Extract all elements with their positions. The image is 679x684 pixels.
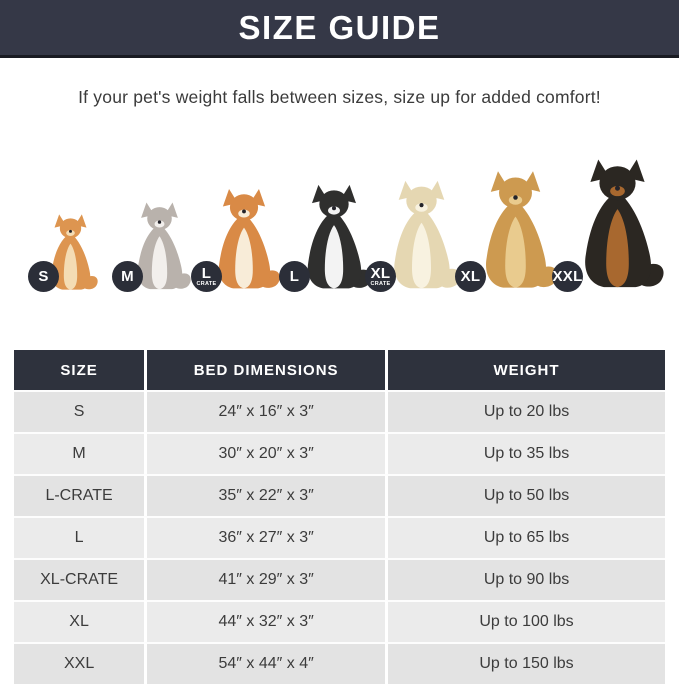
weight-cell: Up to 65 lbs — [385, 516, 665, 558]
table-header-row: SIZE BED DIMENSIONS WEIGHT — [14, 350, 665, 390]
size-cell: XL — [14, 600, 145, 642]
table-row: XXL 54″ x 44″ x 4″ Up to 150 lbs — [14, 642, 665, 684]
size-guide-header: SIZE GUIDE — [0, 0, 679, 58]
dog-french-bulldog: M — [112, 201, 198, 293]
badge-label: XL — [460, 268, 481, 285]
subtitle-row: If your pet's weight falls between sizes… — [0, 58, 679, 108]
dog-labrador: XL CRATE — [365, 179, 469, 293]
dimensions-cell: 44″ x 32″ x 3″ — [144, 600, 386, 642]
badge-sublabel: CRATE — [196, 280, 217, 287]
size-cell: XXL — [14, 642, 145, 684]
badge-label: M — [121, 268, 134, 285]
column-header-size: SIZE — [14, 350, 145, 390]
weight-cell: Up to 50 lbs — [385, 474, 665, 516]
weight-cell: Up to 100 lbs — [385, 600, 665, 642]
size-cell: M — [14, 432, 145, 474]
dimensions-cell: 24″ x 16″ x 3″ — [144, 390, 386, 432]
badge-label: XXL — [552, 268, 583, 285]
sizing-advice-text: If your pet's weight falls between sizes… — [78, 87, 601, 107]
table-row: L 36″ x 27″ x 3″ Up to 65 lbs — [14, 516, 665, 558]
dimensions-cell: 30″ x 20″ x 3″ — [144, 432, 386, 474]
size-badge-l: L — [279, 261, 310, 292]
dog-shiba-inu: L CRATE — [191, 187, 288, 293]
badge-label: S — [38, 268, 49, 285]
badge-sublabel: CRATE — [370, 280, 391, 287]
dog-border-collie: L — [279, 183, 380, 293]
weight-cell: Up to 35 lbs — [385, 432, 665, 474]
table-row: XL 44″ x 32″ x 3″ Up to 100 lbs — [14, 600, 665, 642]
dog-golden-retriever: XL — [455, 169, 567, 293]
table-row: S 24″ x 16″ x 3″ Up to 20 lbs — [14, 390, 665, 432]
weight-cell: Up to 150 lbs — [385, 642, 665, 684]
size-cell: XL-CRATE — [14, 558, 145, 600]
dog-doberman: XXL — [552, 157, 674, 293]
dimensions-cell: 54″ x 44″ x 4″ — [144, 642, 386, 684]
weight-cell: Up to 90 lbs — [385, 558, 665, 600]
table-row: L-CRATE 35″ x 22″ x 3″ Up to 50 lbs — [14, 474, 665, 516]
badge-label: XL — [370, 264, 391, 282]
dimensions-cell: 36″ x 27″ x 3″ — [144, 516, 386, 558]
badge-label: L — [289, 268, 300, 285]
size-badge-xxl: XXL — [552, 261, 583, 292]
weight-cell: Up to 20 lbs — [385, 390, 665, 432]
dog-size-lineup: S M L CRATE L XL CRATE XL — [0, 136, 679, 308]
page-title: SIZE GUIDE — [238, 8, 441, 46]
size-cell: L — [14, 516, 145, 558]
dimensions-cell: 41″ x 29″ x 3″ — [144, 558, 386, 600]
size-badge-l-crate: L CRATE — [191, 261, 222, 292]
column-header-weight: WEIGHT — [385, 350, 665, 390]
size-badge-m: M — [112, 261, 143, 292]
size-badge-xl: XL — [455, 261, 486, 292]
dog-pomeranian: S — [28, 213, 104, 293]
column-header-bed-dimensions: BED DIMENSIONS — [144, 350, 386, 390]
size-badge-s: S — [28, 261, 59, 292]
size-cell: L-CRATE — [14, 474, 145, 516]
table-row: XL-CRATE 41″ x 29″ x 3″ Up to 90 lbs — [14, 558, 665, 600]
size-guide-table: SIZE BED DIMENSIONS WEIGHT S 24″ x 16″ x… — [14, 350, 665, 684]
size-cell: S — [14, 390, 145, 432]
table-row: M 30″ x 20″ x 3″ Up to 35 lbs — [14, 432, 665, 474]
dimensions-cell: 35″ x 22″ x 3″ — [144, 474, 386, 516]
badge-label: L — [201, 264, 212, 282]
size-badge-xl-crate: XL CRATE — [365, 261, 396, 292]
